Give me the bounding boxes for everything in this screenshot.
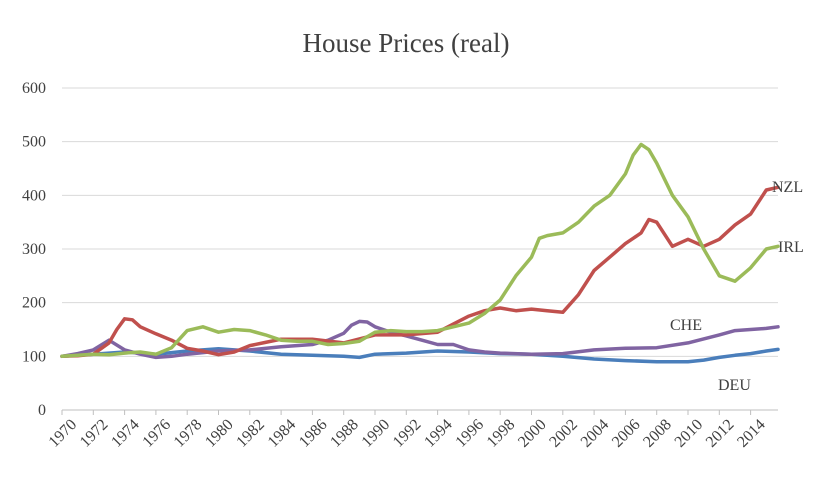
- series-line-irl: [60, 142, 780, 359]
- series-label-deu: DEU: [718, 377, 751, 394]
- x-tick-label: 1972: [77, 416, 112, 451]
- series-lines: [60, 142, 780, 364]
- series-line-che: [60, 319, 780, 360]
- y-tick-label: 300: [22, 241, 46, 258]
- x-tick-label: 1996: [452, 416, 487, 451]
- x-tick-label: 2008: [640, 416, 675, 451]
- y-tick-label: 400: [22, 187, 46, 204]
- x-tick-label: 2010: [672, 416, 707, 451]
- series-label-nzl: NZL: [772, 179, 803, 196]
- series-line-nzl: [60, 185, 780, 359]
- y-tick-label: 0: [38, 402, 46, 419]
- x-tick-label: 2012: [703, 416, 738, 451]
- series-labels: DEU CHE NZL IRL: [670, 179, 804, 394]
- x-tick-label: 2014: [734, 416, 769, 451]
- x-tick-label: 2006: [609, 416, 644, 451]
- x-tick-label: 1976: [139, 416, 174, 451]
- x-axis-ticks: 1970197219741976197819801982198419861988…: [46, 410, 769, 451]
- x-tick-label: 1984: [265, 416, 300, 451]
- y-axis-ticks: 0 100 200 300 400 500 600: [22, 80, 46, 419]
- x-tick-label: 1982: [233, 416, 268, 451]
- x-tick-label: 1978: [171, 416, 206, 451]
- x-tick-label: 1986: [296, 416, 331, 451]
- x-tick-label: 1994: [421, 416, 456, 451]
- x-tick-label: 1998: [484, 416, 519, 451]
- x-tick-label: 1990: [359, 416, 394, 451]
- gridlines: [62, 87, 778, 411]
- y-tick-label: 500: [22, 134, 46, 151]
- y-tick-label: 200: [22, 295, 46, 312]
- x-tick-label: 1980: [202, 416, 237, 451]
- x-tick-label: 2000: [515, 416, 550, 451]
- y-tick-label: 600: [22, 80, 46, 97]
- x-tick-label: 1970: [46, 416, 81, 451]
- x-tick-label: 1988: [327, 416, 362, 451]
- x-tick-label: 2002: [546, 416, 581, 451]
- chart-title: House Prices (real): [303, 28, 510, 58]
- x-tick-label: 1992: [390, 416, 425, 451]
- y-tick-label: 100: [22, 348, 46, 365]
- x-tick-label: 2004: [578, 416, 613, 451]
- x-tick-label: 1974: [108, 416, 143, 451]
- series-label-che: CHE: [670, 317, 702, 334]
- series-label-irl: IRL: [778, 239, 804, 256]
